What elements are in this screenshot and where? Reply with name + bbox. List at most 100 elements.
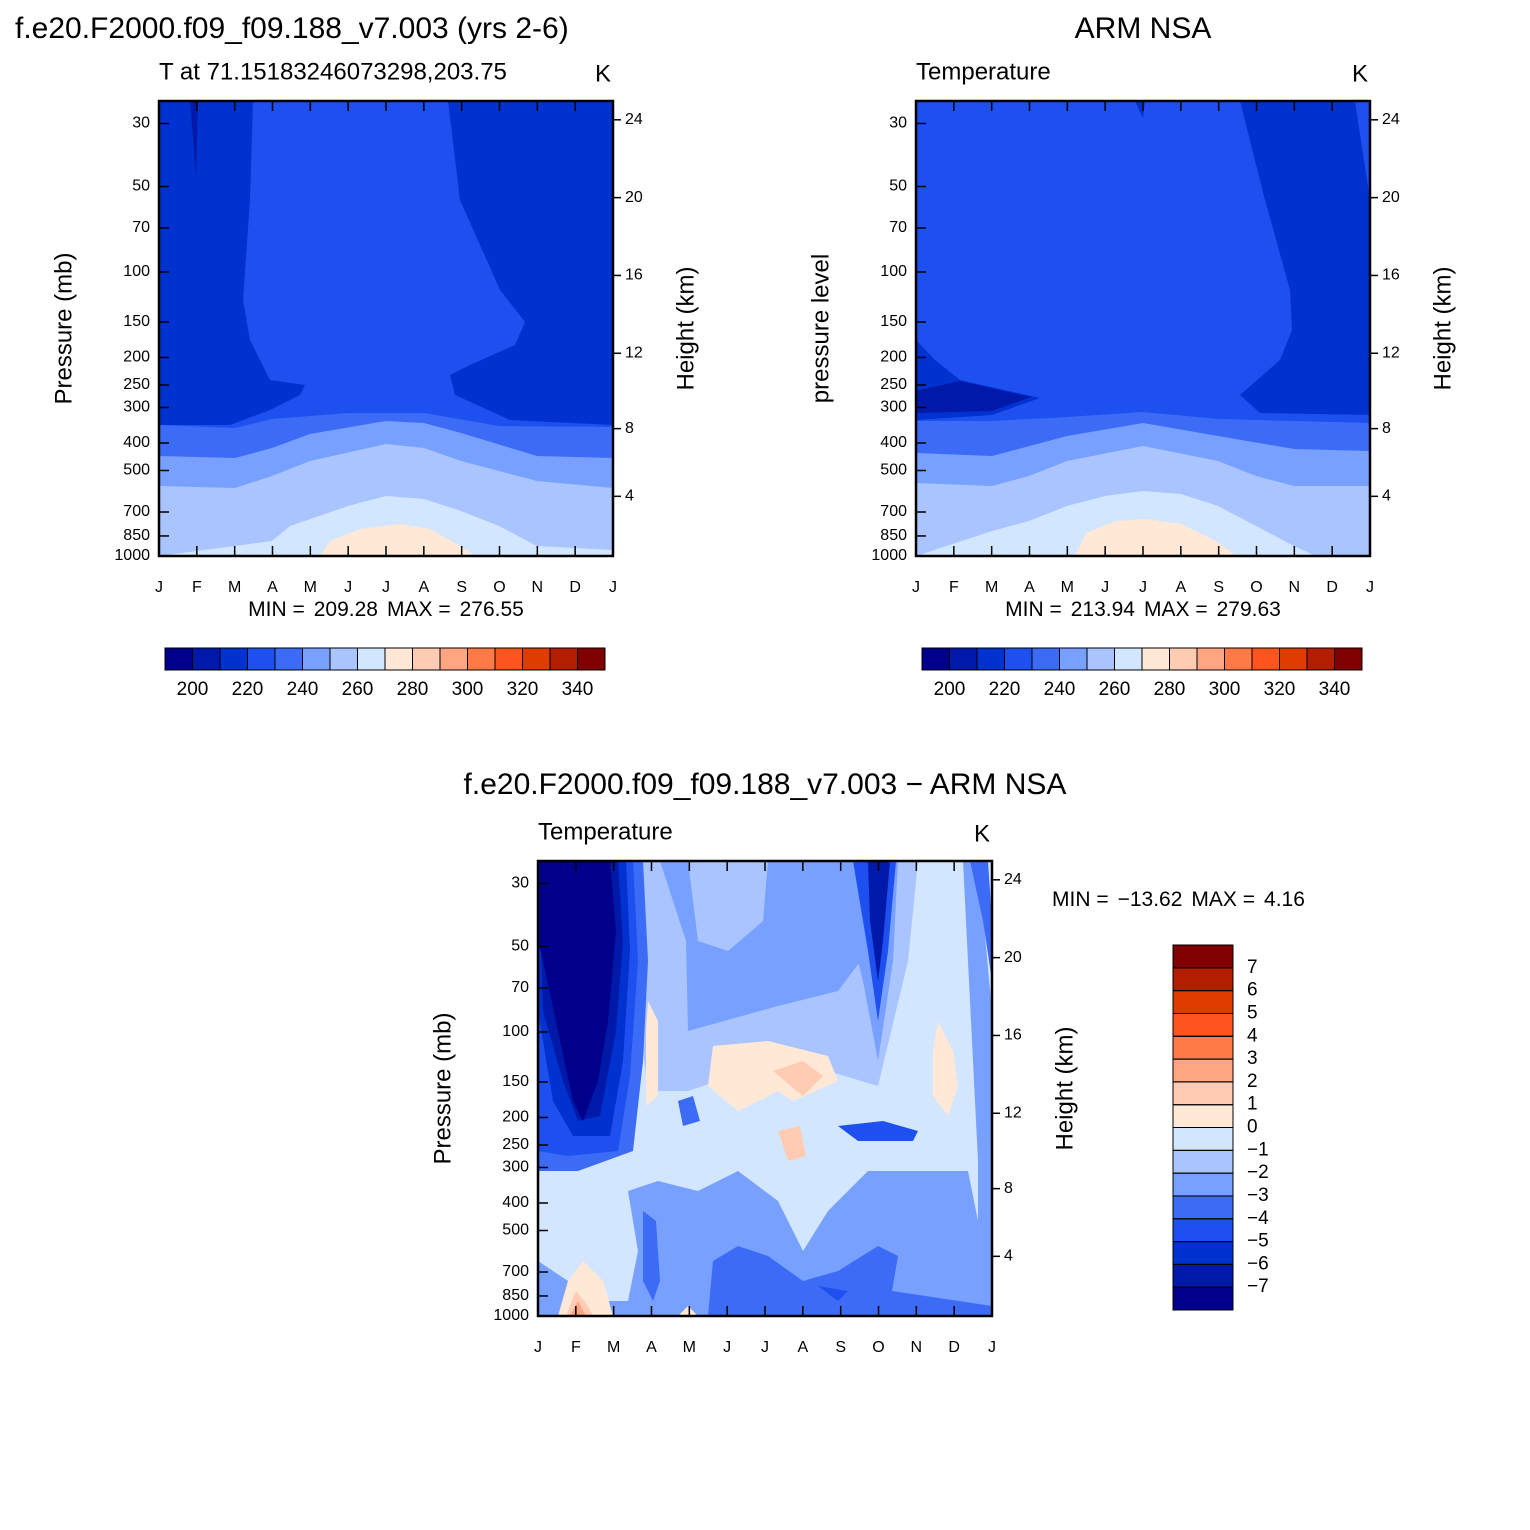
- units: K: [1352, 60, 1368, 87]
- y2-axis-label: Height (km): [1429, 266, 1456, 390]
- x-tick-label: J: [382, 579, 390, 596]
- y-tick-label: 70: [132, 219, 150, 236]
- x-tick-label: A: [1175, 579, 1186, 596]
- y-tick-label: 50: [889, 178, 907, 195]
- x-tick-label: D: [569, 579, 581, 596]
- x-tick-label: J: [761, 1339, 769, 1356]
- y-tick-label: 400: [123, 434, 150, 451]
- colorbar-label: 300: [1209, 679, 1241, 700]
- contour-region: [963, 861, 992, 1316]
- colorbar-label: 240: [287, 679, 319, 700]
- x-tick-label: J: [1139, 579, 1147, 596]
- colorbar-box: [357, 647, 386, 671]
- colorbar-box: [1279, 647, 1308, 671]
- colorbar-box: [1172, 1218, 1234, 1243]
- y-tick-label: 100: [880, 263, 907, 280]
- colorbar-label: 280: [1154, 679, 1186, 700]
- y-tick-label: 700: [502, 1263, 529, 1280]
- y-tick-label: 400: [880, 434, 907, 451]
- colorbar-box: [219, 647, 248, 671]
- x-tick-label: M: [228, 579, 241, 596]
- colorbar-box: [1172, 967, 1234, 992]
- x-tick-label: A: [418, 579, 429, 596]
- subtitle: T at 71.15183246073298,203.75: [159, 58, 507, 85]
- min-max: MIN = 213.94 MAX = 279.63: [1005, 598, 1281, 621]
- y2-tick-label: 8: [625, 420, 634, 437]
- colorbar-box: [274, 647, 303, 671]
- y2-tick-label: 24: [1382, 111, 1400, 128]
- y-tick-label: 500: [880, 462, 907, 479]
- y-tick-label: 1000: [871, 547, 907, 564]
- colorbar-label: 280: [397, 679, 429, 700]
- colorbar-box: [192, 647, 221, 671]
- x-tick-label: N: [911, 1339, 923, 1356]
- y-axis-label: Pressure (mb): [429, 1012, 456, 1164]
- y-tick-label: 850: [880, 527, 907, 544]
- y-tick-label: 500: [123, 462, 150, 479]
- colorbar-box: [1141, 647, 1170, 671]
- max-value: 4.16: [1264, 888, 1305, 911]
- colorbar-label: 7: [1247, 957, 1258, 978]
- colorbar-label: 240: [1044, 679, 1076, 700]
- contour-region: [190, 101, 198, 176]
- y2-tick-label: 4: [1382, 488, 1391, 505]
- colorbar-label: 320: [507, 679, 539, 700]
- y-tick-label: 50: [511, 938, 529, 955]
- colorbar-box: [1172, 1286, 1234, 1311]
- colorbar-box: [1172, 1035, 1234, 1060]
- y2-tick-label: 12: [1004, 1104, 1022, 1121]
- contour-region: [970, 861, 992, 981]
- contour-region: [838, 1121, 918, 1141]
- colorbar-label: −6: [1247, 1253, 1269, 1274]
- colorbar-box: [1306, 647, 1335, 671]
- colorbar-box: [1086, 647, 1115, 671]
- max-value: 279.63: [1217, 598, 1281, 621]
- contour-region: [570, 1301, 586, 1316]
- y-tick-label: 100: [123, 263, 150, 280]
- colorbar-label: 200: [934, 679, 966, 700]
- colorbar-box: [921, 647, 950, 671]
- x-tick-label: M: [1061, 579, 1074, 596]
- x-tick-label: F: [571, 1339, 581, 1356]
- x-tick-label: J: [534, 1339, 542, 1356]
- colorbar-box: [1251, 647, 1280, 671]
- y2-tick-label: 24: [625, 111, 643, 128]
- contour-region: [678, 1096, 700, 1126]
- y-tick-label: 400: [502, 1194, 529, 1211]
- colorbar-box: [302, 647, 331, 671]
- colorbar-label: 340: [1319, 679, 1351, 700]
- x-tick-label: J: [609, 579, 617, 596]
- x-tick-label: J: [723, 1339, 731, 1356]
- colorbar-box: [949, 647, 978, 671]
- colorbar-box: [1172, 944, 1234, 969]
- x-tick-label: J: [912, 579, 920, 596]
- contour-region: [708, 1246, 992, 1316]
- y2-tick-label: 8: [1004, 1180, 1013, 1197]
- y-tick-label: 100: [502, 1023, 529, 1040]
- colorbar-box: [1172, 1149, 1234, 1174]
- y-tick-label: 70: [889, 219, 907, 236]
- min-label: MIN =: [1052, 888, 1109, 911]
- colorbar-label: 260: [1099, 679, 1131, 700]
- colorbar-label: 0: [1247, 1117, 1258, 1138]
- y-tick-label: 150: [123, 313, 150, 330]
- colorbar-label: 320: [1264, 679, 1296, 700]
- panel: Temperature K Pressure (mb) Height (km) J F M A…: [429, 818, 1078, 1356]
- y-tick-label: 150: [502, 1073, 529, 1090]
- colorbar-label: 3: [1247, 1048, 1258, 1069]
- x-tick-label: F: [192, 579, 202, 596]
- colorbar-box: [1172, 990, 1234, 1014]
- colorbar-box: [164, 647, 193, 671]
- colorbar-box: [1169, 647, 1198, 671]
- y-tick-label: 200: [880, 349, 907, 366]
- colorbar-box: [439, 647, 468, 671]
- contour-region: [1355, 101, 1370, 200]
- contour-region: [778, 1126, 806, 1161]
- colorbar-box: [1172, 1012, 1234, 1037]
- panel-title: ARM NSA: [1075, 12, 1212, 45]
- x-tick-label: O: [872, 1339, 884, 1356]
- y2-tick-label: 20: [1382, 189, 1400, 206]
- y-tick-label: 850: [502, 1287, 529, 1304]
- y2-tick-label: 4: [1004, 1248, 1013, 1265]
